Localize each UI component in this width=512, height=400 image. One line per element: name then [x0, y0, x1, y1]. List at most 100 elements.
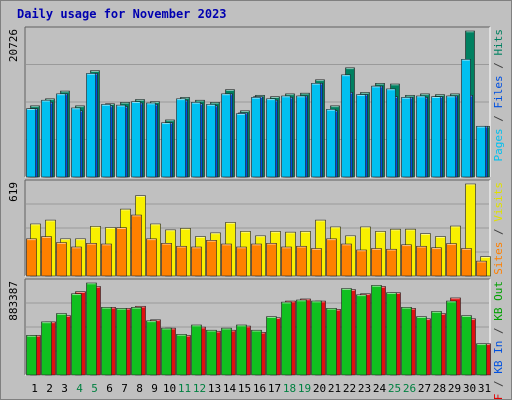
legend-entry: / [492, 109, 505, 129]
visits-sites-bar-sites [266, 243, 277, 277]
pages-files-hits-bar-pages [221, 93, 231, 178]
x-tick-label: 15 [238, 382, 251, 395]
visits-sites-bar-sites [71, 246, 82, 277]
pages-files-hits-bar-pages [71, 107, 81, 178]
visits-sites-bar-sites [476, 260, 487, 277]
visits-sites-bar-sites [341, 243, 352, 277]
pages-files-hits-bar-pages [251, 97, 261, 178]
x-tick-label: 7 [121, 382, 128, 395]
kb-in-out-bar-kb-out [176, 334, 187, 376]
kb-in-out-bar-kb-out [476, 343, 487, 376]
pages-files-hits-bar-pages [461, 59, 471, 178]
pages-files-hits-bar-pages [161, 122, 171, 178]
x-tick-label: 20 [313, 382, 326, 395]
pages-files-hits-bar-pages [86, 73, 96, 178]
kb-in-out-bar-kb-out [161, 327, 172, 376]
x-tick-label: 22 [343, 382, 356, 395]
x-tick-label: 18 [283, 382, 296, 395]
legend-entry: / [492, 374, 505, 394]
visits-sites-max-label: 619 [7, 182, 20, 202]
pages-files-hits-bar-pages [116, 104, 126, 178]
pages-files-hits-bar-pages [206, 104, 216, 178]
legend-entry: Pages [492, 128, 505, 161]
x-tick-label: 27 [418, 382, 431, 395]
kb-in-out-bar-kb-out [446, 300, 457, 376]
x-tick-label: 12 [193, 382, 206, 395]
x-tick-label: 24 [373, 382, 387, 395]
legend-entry: Hits [492, 29, 505, 56]
visits-sites-bar-sites [191, 246, 202, 277]
visits-sites-bar-sites [236, 246, 247, 277]
pages-files-hits-bar-pages [476, 125, 486, 178]
x-tick-label: 8 [136, 382, 143, 395]
pages-files-hits-bar-pages [266, 98, 276, 178]
kb-in-out-bar-kb-out [71, 293, 82, 376]
pages-files-hits-bar-pages [311, 83, 321, 178]
visits-sites-bar-sites [356, 249, 367, 277]
pages-files-hits-bar-pages [101, 104, 111, 178]
visits-sites-bar-sites [131, 214, 142, 277]
pages-files-hits-bar-pages [431, 96, 441, 178]
kb-in-out-bar-kb-out [341, 288, 352, 376]
visits-sites-bar-sites [86, 243, 97, 277]
kb-in-out-bar-kb-out [116, 308, 127, 376]
visits-sites-bar-sites [326, 238, 337, 277]
kb-in-out-bar-kb-out [206, 329, 217, 376]
visits-sites-bar-sites [296, 245, 307, 277]
x-tick-label: 21 [328, 382, 341, 395]
visits-sites-bar-sites [461, 248, 472, 277]
pages-files-hits-legend: Pages / Files / Hits [492, 29, 505, 162]
kb-in-out-bar-kb-out [281, 301, 292, 376]
kb-in-out-bar-kb-out [56, 313, 67, 376]
x-tick-label: 3 [61, 382, 68, 395]
legend-entry: / [492, 222, 505, 242]
x-tick-label: 1 [31, 382, 38, 395]
kb-in-out-legend: KB F / KB In / KB Out [492, 281, 505, 400]
visits-sites-bar-sites [41, 236, 52, 277]
visits-sites-bar-sites [431, 247, 442, 277]
x-tick-label: 14 [223, 382, 237, 395]
x-tick-label: 29 [448, 382, 461, 395]
pages-files-hits-bar-pages [416, 95, 426, 178]
legend-entry: KB F [492, 394, 505, 400]
pages-files-hits-max-label: 20726 [7, 29, 20, 62]
visits-sites-bar-sites [281, 246, 292, 277]
kb-in-out-bar-kb-out [191, 324, 202, 376]
legend-entry: / [492, 321, 505, 341]
legend-entry: / [492, 56, 505, 76]
x-tick-label: 26 [403, 382, 416, 395]
visits-sites-legend: Sites / Visits [492, 182, 505, 275]
x-tick-label: 4 [76, 382, 83, 395]
x-tick-label: 23 [358, 382, 371, 395]
kb-in-out-bar-kb-out [101, 307, 112, 376]
x-tick-label: 10 [163, 382, 176, 395]
kb-in-out-max-label: 883387 [7, 281, 20, 321]
pages-files-hits-bar-pages [356, 94, 366, 178]
visits-sites-bar-sites [176, 245, 187, 277]
pages-files-hits-bar-pages [296, 95, 306, 178]
kb-in-out-bar-kb-out [266, 316, 277, 376]
kb-in-out-bar-kb-out [311, 300, 322, 376]
visits-sites-bar-sites [56, 242, 67, 277]
legend-entry: Sites [492, 242, 505, 275]
x-tick-label: 19 [298, 382, 311, 395]
visits-sites-bar-sites [371, 248, 382, 277]
visits-sites-bar-sites [101, 243, 112, 277]
pages-files-hits-bar-pages [281, 95, 291, 178]
pages-files-hits-bar-pages [401, 97, 411, 178]
pages-files-hits-bar-pages [341, 74, 351, 178]
visits-sites-bar-sites [386, 248, 397, 277]
kb-in-out-bar-kb-out [371, 285, 382, 376]
pages-files-hits-bar-pages [176, 98, 186, 178]
kb-in-out-bar-kb-out [461, 315, 472, 376]
visits-sites-bar-sites [146, 238, 157, 277]
kb-in-out-bar-kb-out [131, 307, 142, 376]
x-tick-label: 13 [208, 382, 221, 395]
kb-in-out-bar-kb-out [296, 299, 307, 376]
visits-sites-bar-sites [416, 245, 427, 277]
kb-in-out-bar-kb-out [416, 316, 427, 376]
visits-sites-bar-sites [26, 238, 37, 277]
kb-in-out-bar-kb-out [221, 327, 232, 376]
visits-sites-bar-sites [221, 243, 232, 277]
